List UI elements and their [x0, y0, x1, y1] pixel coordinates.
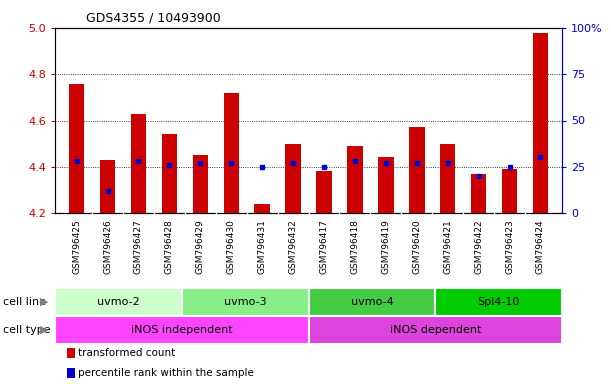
Bar	[309, 288, 435, 316]
Text: uvmo-4: uvmo-4	[351, 297, 393, 307]
Bar	[440, 144, 455, 213]
Bar	[224, 93, 239, 213]
Bar	[55, 316, 309, 344]
Text: GDS4355 / 10493900: GDS4355 / 10493900	[86, 11, 221, 24]
Bar	[502, 169, 518, 213]
Text: GSM796431: GSM796431	[258, 219, 266, 274]
Text: GSM796421: GSM796421	[443, 219, 452, 274]
Bar	[285, 144, 301, 213]
Bar	[471, 174, 486, 213]
Text: GSM796422: GSM796422	[474, 219, 483, 274]
Bar	[254, 204, 270, 213]
Text: uvmo-3: uvmo-3	[224, 297, 266, 307]
Bar	[533, 33, 548, 213]
Text: GSM796425: GSM796425	[72, 219, 81, 274]
Bar	[347, 146, 363, 213]
Text: GSM796417: GSM796417	[320, 219, 329, 274]
Text: GSM796430: GSM796430	[227, 219, 236, 274]
Text: GSM796424: GSM796424	[536, 219, 545, 274]
Bar	[100, 160, 115, 213]
Text: iNOS dependent: iNOS dependent	[390, 325, 481, 335]
Text: Spl4-10: Spl4-10	[478, 297, 520, 307]
Bar	[316, 171, 332, 213]
Bar	[435, 288, 562, 316]
Bar	[131, 114, 146, 213]
Text: ▶: ▶	[40, 325, 49, 335]
Bar	[378, 157, 393, 213]
Text: iNOS independent: iNOS independent	[131, 325, 233, 335]
Text: GSM796427: GSM796427	[134, 219, 143, 274]
Text: cell line: cell line	[3, 297, 46, 307]
Text: GSM796428: GSM796428	[165, 219, 174, 274]
Text: GSM796418: GSM796418	[351, 219, 359, 274]
Text: uvmo-2: uvmo-2	[97, 297, 140, 307]
Text: GSM796426: GSM796426	[103, 219, 112, 274]
Text: GSM796420: GSM796420	[412, 219, 421, 274]
Text: ▶: ▶	[40, 297, 49, 307]
Text: percentile rank within the sample: percentile rank within the sample	[78, 368, 254, 378]
Text: transformed count: transformed count	[78, 348, 175, 358]
Text: GSM796419: GSM796419	[381, 219, 390, 274]
Text: GSM796432: GSM796432	[288, 219, 298, 274]
Text: cell type: cell type	[3, 325, 51, 335]
Bar	[409, 127, 425, 213]
Bar	[55, 288, 182, 316]
Text: GSM796429: GSM796429	[196, 219, 205, 274]
Bar	[192, 155, 208, 213]
Bar	[69, 83, 84, 213]
Bar	[182, 288, 309, 316]
Bar	[309, 316, 562, 344]
Bar	[162, 134, 177, 213]
Text: GSM796423: GSM796423	[505, 219, 514, 274]
